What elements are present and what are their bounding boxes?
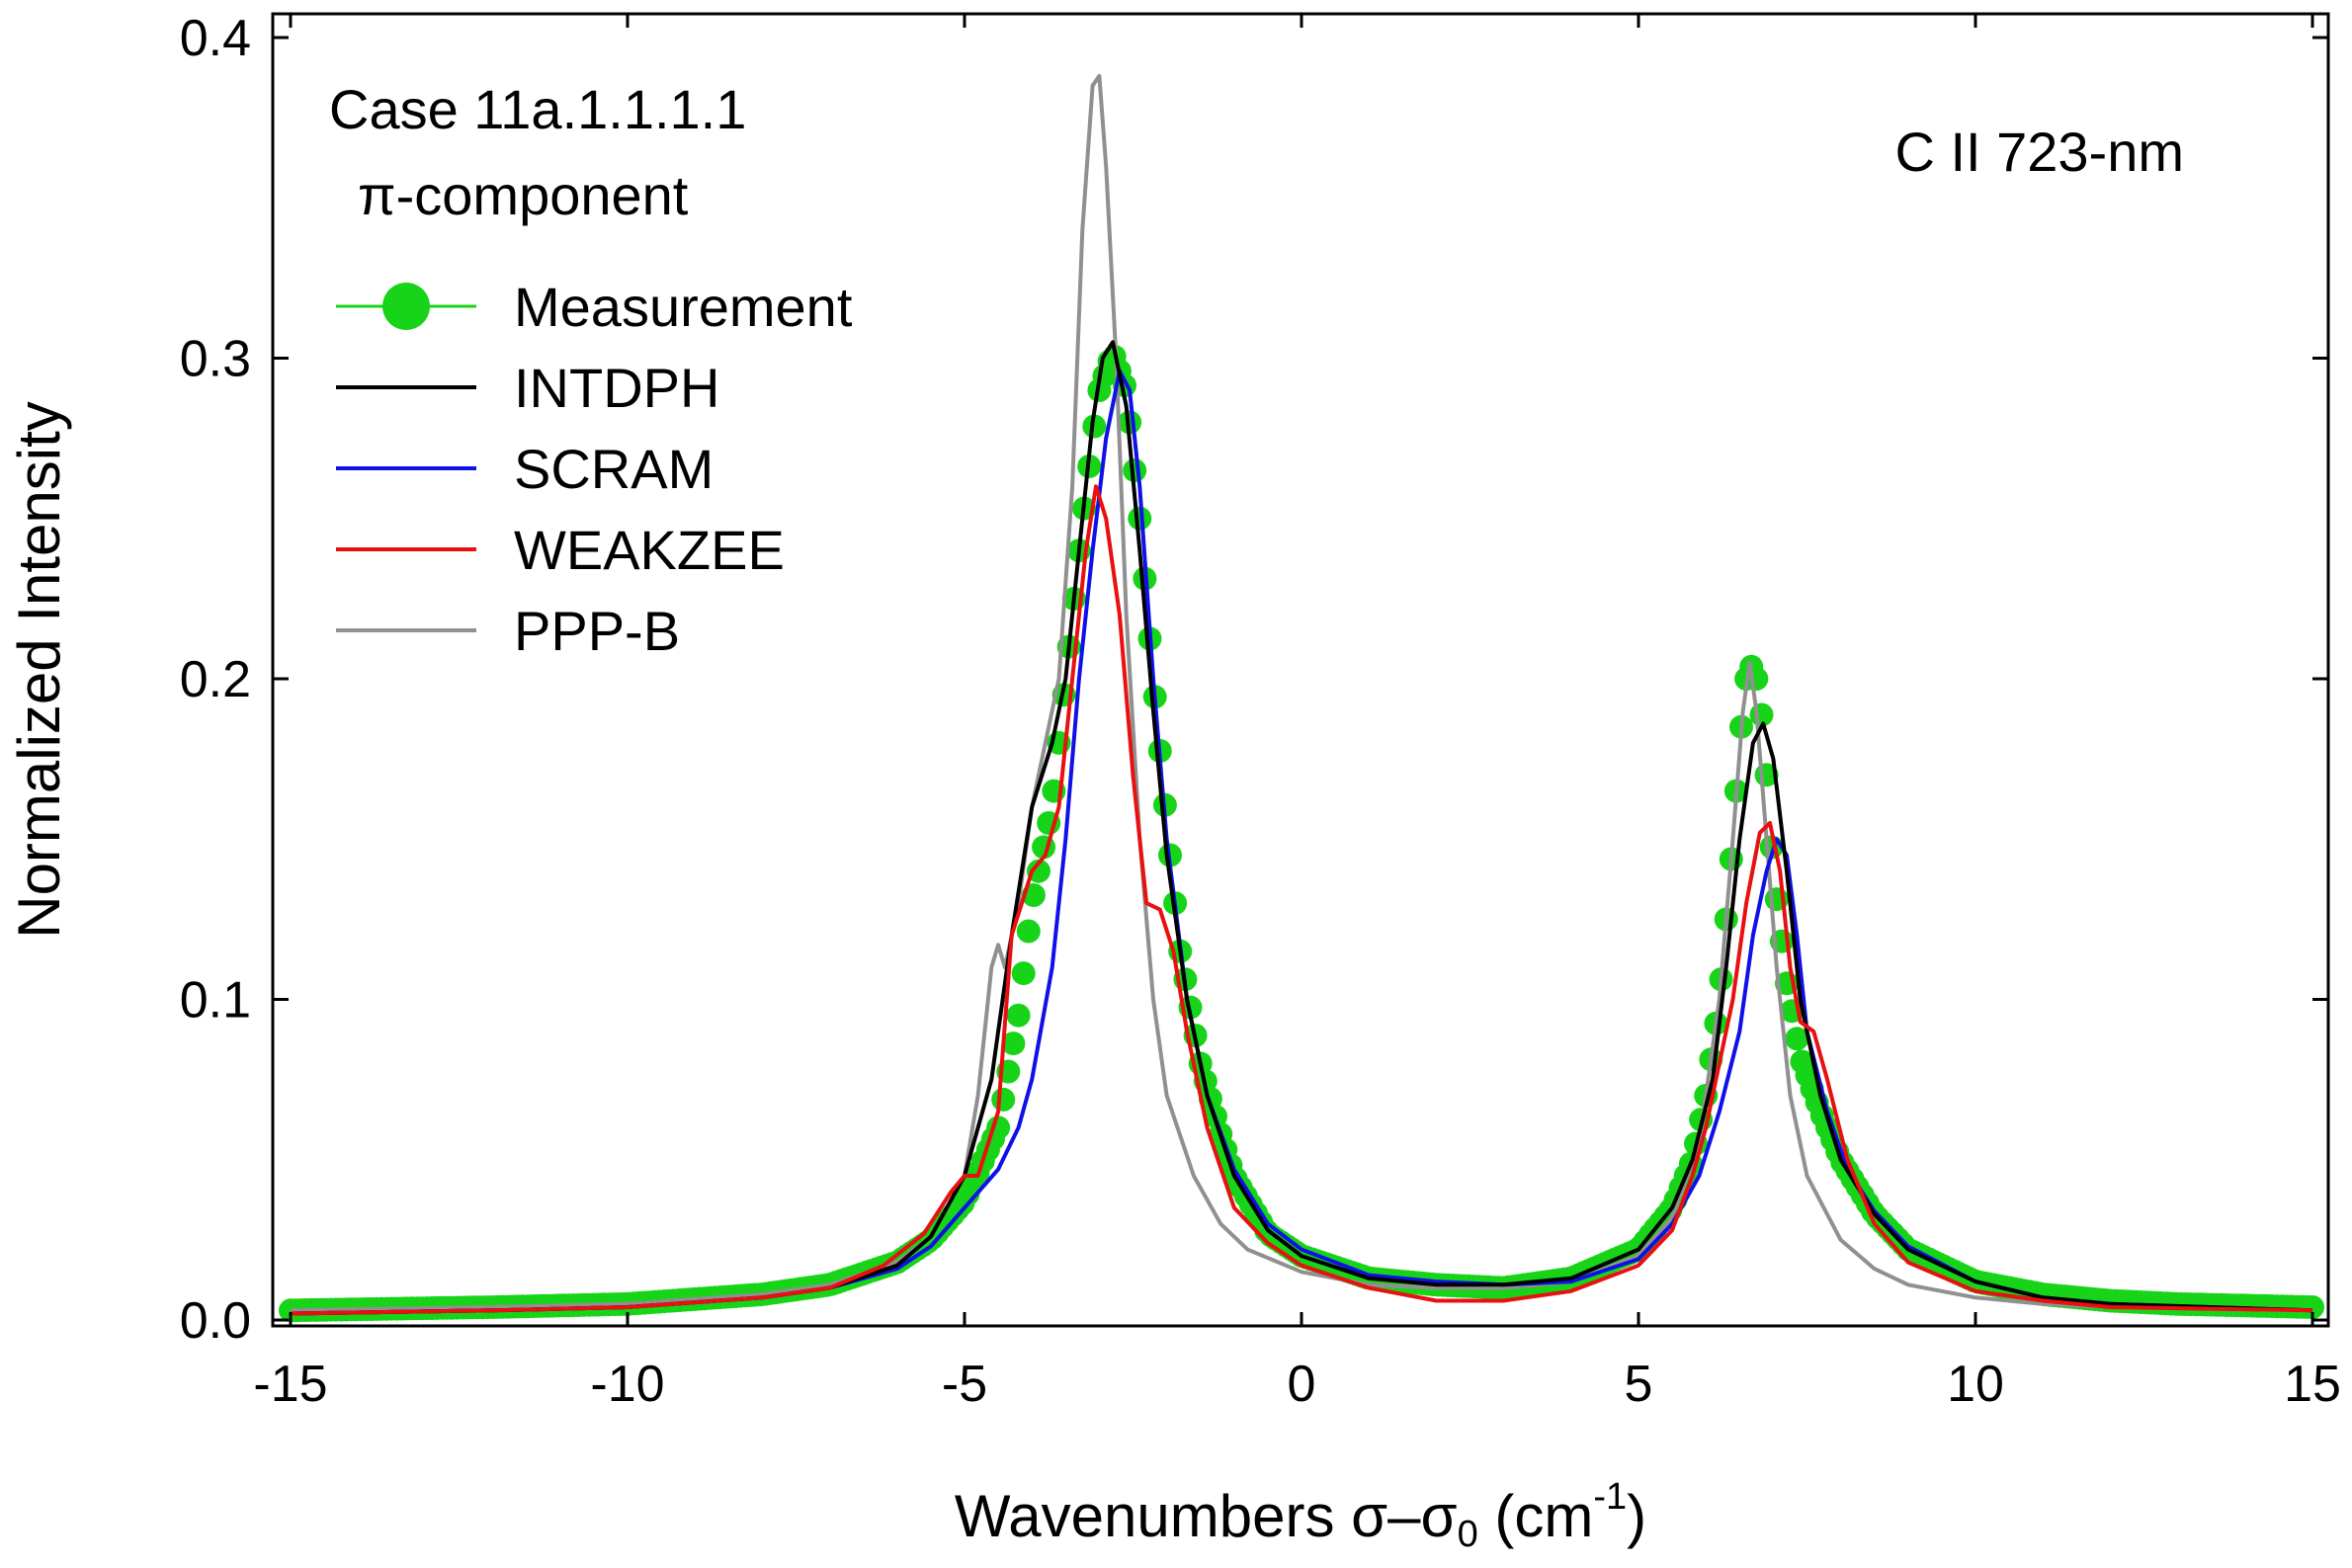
legend-label: Measurement bbox=[514, 276, 853, 338]
x-axis-title-unit-open: (cm bbox=[1478, 1483, 1594, 1549]
measurement-point bbox=[1082, 414, 1107, 439]
measurement-point bbox=[1785, 1027, 1809, 1051]
legend-label: PPP-B bbox=[514, 600, 680, 662]
legend-entry: SCRAM bbox=[336, 438, 714, 500]
x-tick-label: -5 bbox=[942, 1356, 987, 1413]
x-tick-label: -10 bbox=[590, 1356, 664, 1413]
legend: Measurement INTDPH SCRAM WEAKZEE PPP-B bbox=[336, 276, 853, 662]
legend-entry: PPP-B bbox=[336, 600, 680, 662]
y-tick-label: 0.2 bbox=[180, 651, 251, 708]
x-axis-title-superscript: -1 bbox=[1593, 1476, 1627, 1518]
x-tick-label: 10 bbox=[1947, 1356, 2004, 1413]
measurement-point bbox=[1128, 506, 1152, 531]
series-line-ppp-b bbox=[290, 73, 2313, 1313]
legend-swatch-marker bbox=[382, 283, 430, 330]
x-tick-label: 15 bbox=[2284, 1356, 2341, 1413]
legend-entry: WEAKZEE bbox=[336, 519, 785, 581]
measurement-point bbox=[2301, 1295, 2324, 1319]
measurement-point bbox=[991, 1087, 1016, 1112]
x-axis-title-subscript: 0 bbox=[1458, 1514, 1478, 1555]
y-tick-label: 0.4 bbox=[180, 10, 251, 67]
tick-layer: -15 -10 -5 0 5 10 15 0.0 0.1 0.2 0.3 0.4 bbox=[180, 10, 2341, 1413]
y-tick-label: 0.3 bbox=[180, 331, 251, 388]
x-tick-label: 0 bbox=[1288, 1356, 1316, 1413]
series-layer bbox=[279, 73, 2324, 1323]
measurement-point bbox=[1011, 961, 1036, 986]
measurement-point bbox=[1027, 859, 1050, 883]
measurement-point bbox=[1006, 1003, 1031, 1028]
y-axis-title: Normalized Intensity bbox=[6, 401, 72, 939]
x-axis-title-prefix: Wavenumbers bbox=[955, 1483, 1351, 1549]
legend-label: SCRAM bbox=[514, 438, 714, 500]
x-axis-title-unit-close: ) bbox=[1627, 1483, 1646, 1549]
legend-entry: Measurement bbox=[336, 276, 853, 338]
legend-entry: INTDPH bbox=[336, 357, 719, 419]
component-annotation: π-component bbox=[358, 164, 689, 226]
measurement-point bbox=[1001, 1032, 1026, 1056]
y-tick-label: 0.1 bbox=[180, 972, 251, 1030]
legend-label: INTDPH bbox=[514, 357, 719, 419]
series-line-weakzee bbox=[290, 484, 2313, 1316]
x-tick-label: 5 bbox=[1625, 1356, 1653, 1413]
x-axis-title: Wavenumbers σ–σ0 (cm-1) bbox=[955, 1476, 1646, 1555]
legend-label: WEAKZEE bbox=[514, 519, 785, 581]
series-line-intdph bbox=[290, 340, 2313, 1316]
x-axis-title-sigma: σ–σ bbox=[1351, 1483, 1457, 1549]
x-tick-label: -15 bbox=[253, 1356, 327, 1413]
line-id-annotation: C II 723-nm bbox=[1894, 121, 2184, 183]
case-annotation: Case 11a.1.1.1.1 bbox=[329, 78, 746, 140]
y-tick-label: 0.0 bbox=[180, 1292, 251, 1350]
measurement-point bbox=[1016, 919, 1041, 944]
